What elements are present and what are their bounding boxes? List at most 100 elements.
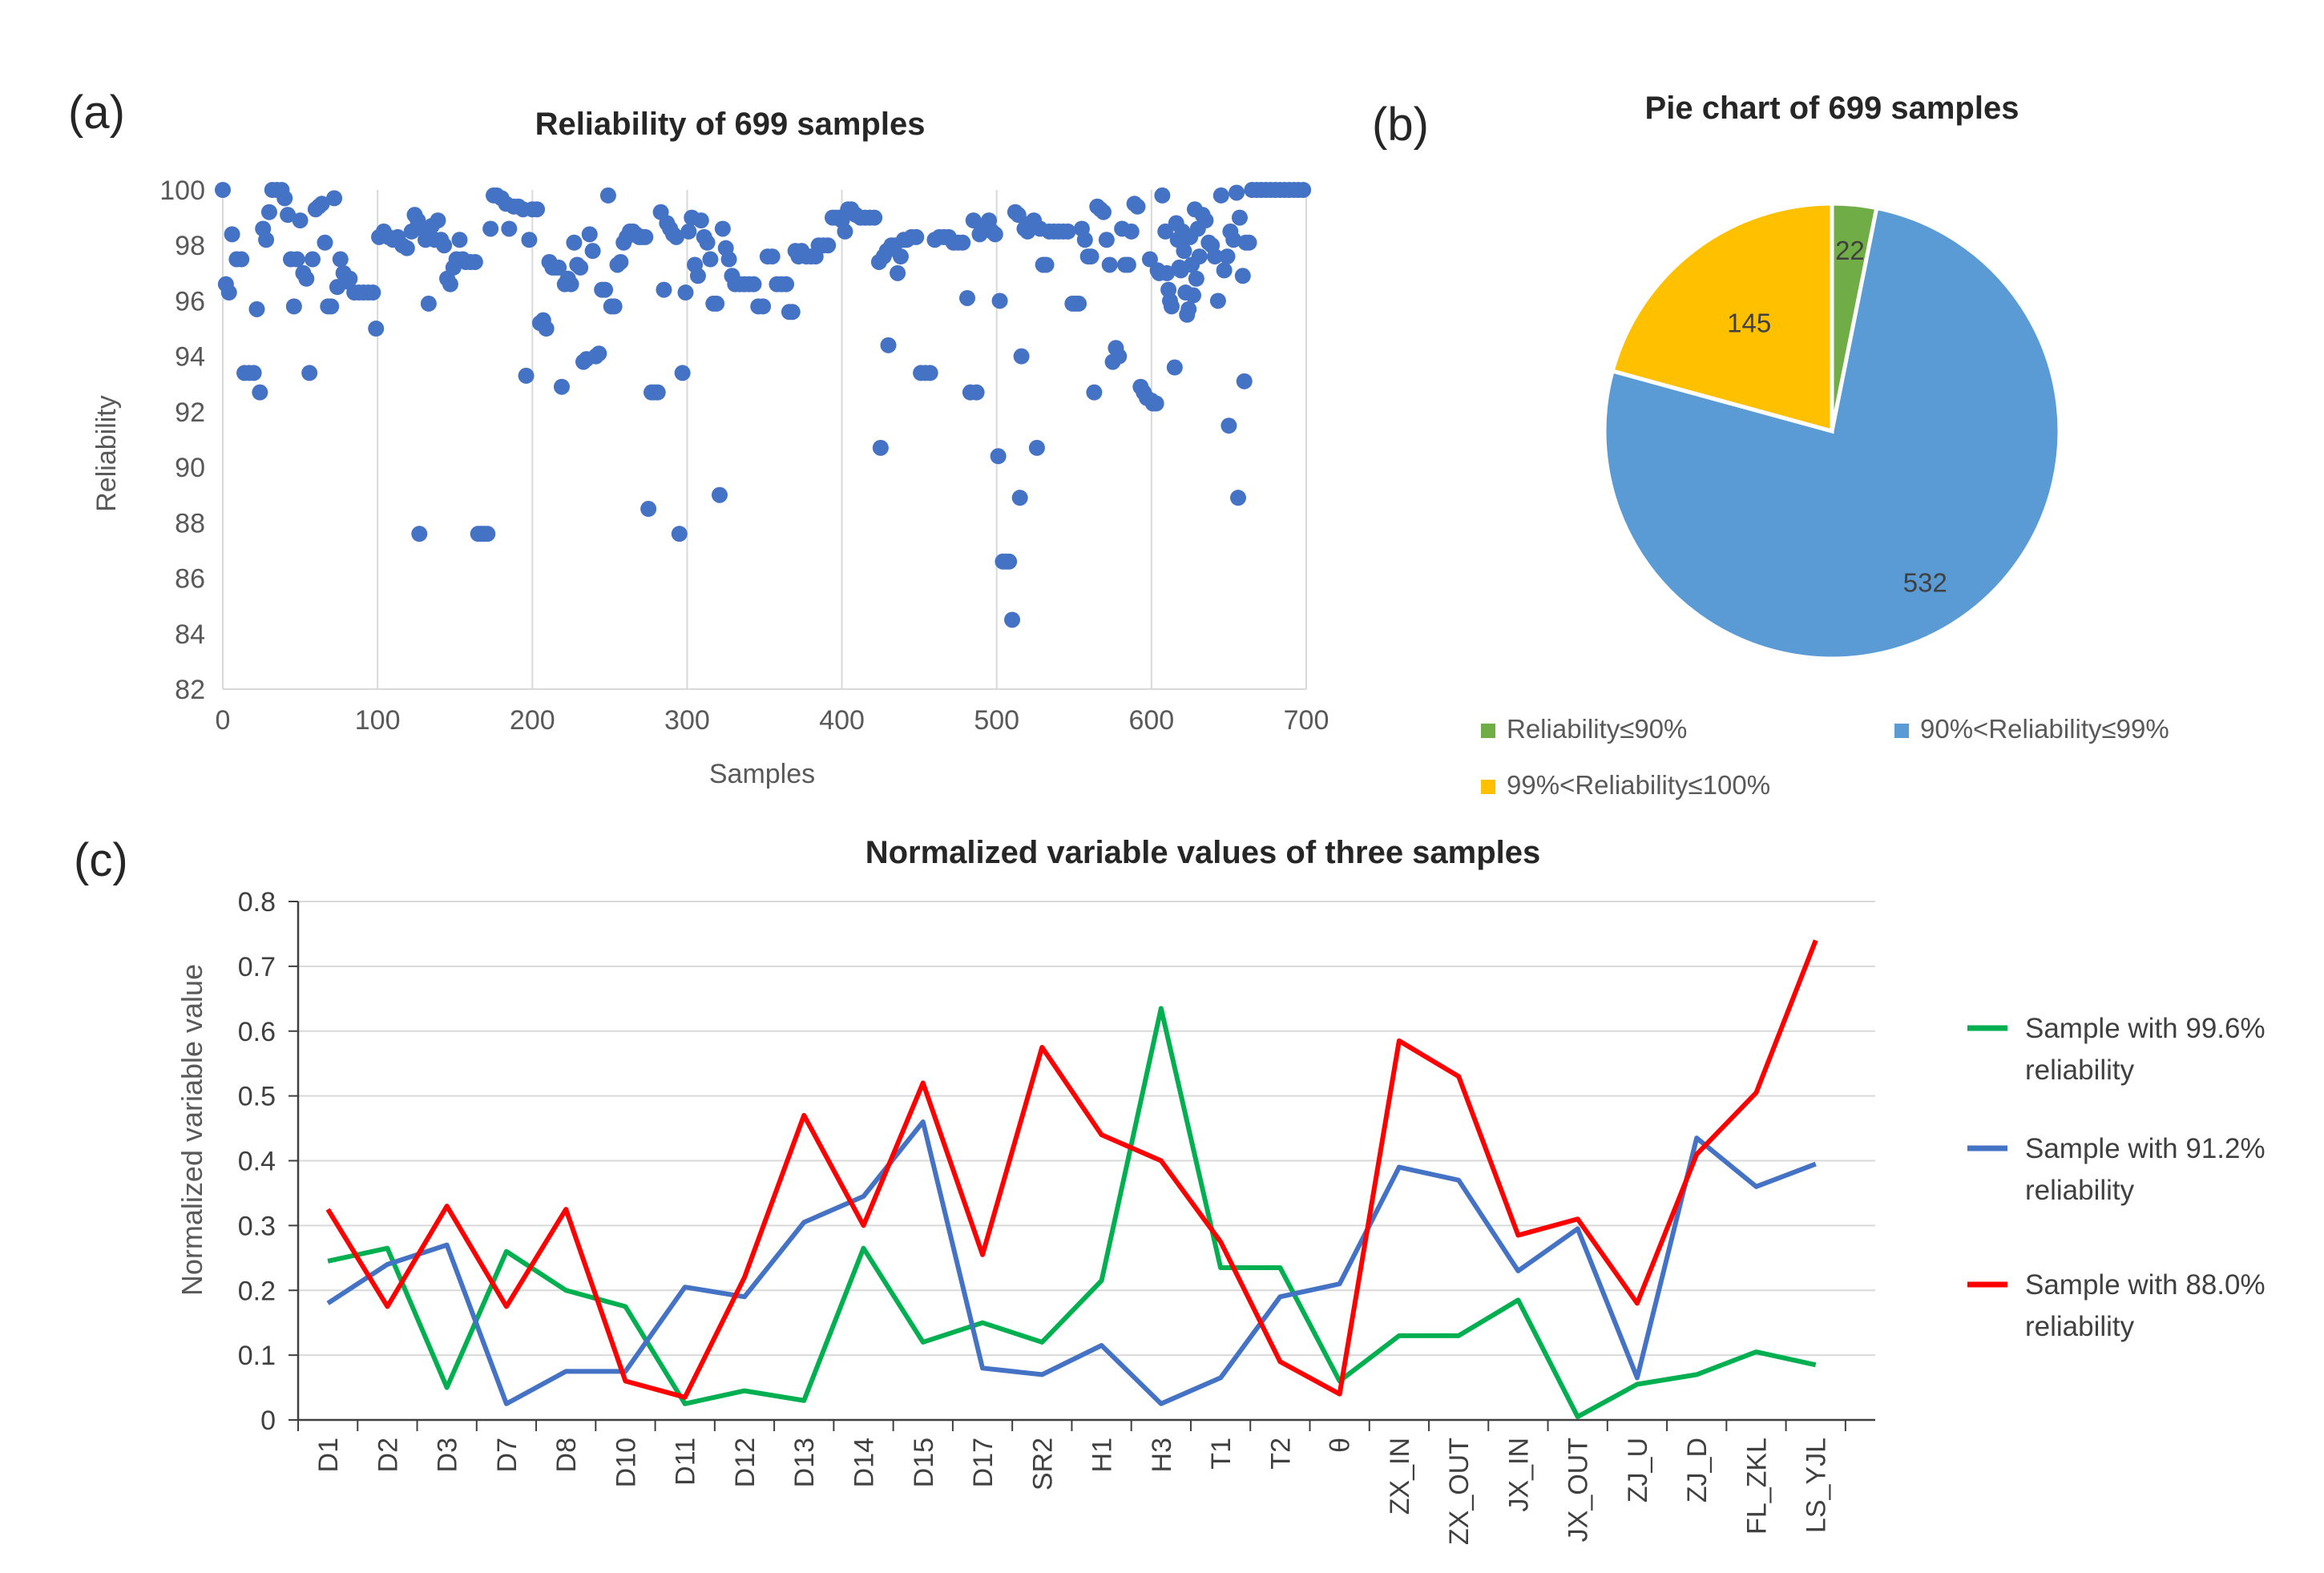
scatter-y-tick-label: 94 xyxy=(175,342,205,373)
scatter-point xyxy=(248,300,265,317)
scatter-point xyxy=(1188,270,1204,287)
scatter-y-tick-label: 84 xyxy=(175,619,205,650)
scatter-point xyxy=(317,234,333,251)
scatter-point xyxy=(1086,384,1103,401)
scatter-point xyxy=(784,304,801,321)
scatter-point xyxy=(680,223,697,240)
scatter-point xyxy=(482,220,499,237)
line-y-tick-label: 0.2 xyxy=(238,1276,276,1306)
scatter-point xyxy=(892,248,909,265)
scatter-y-axis-label: Reliability xyxy=(91,395,122,512)
line-y-tick-label: 0.5 xyxy=(238,1082,276,1112)
scatter-point xyxy=(466,253,483,270)
scatter-x-tick-label: 500 xyxy=(974,705,1019,736)
scatter-x-tick-label: 0 xyxy=(216,705,231,736)
line-y-tick-label: 0 xyxy=(260,1406,276,1436)
scatter-point xyxy=(720,251,737,268)
scatter-point xyxy=(301,365,318,381)
pie-data-label: 532 xyxy=(1903,568,1947,598)
scatter-point xyxy=(285,298,302,315)
scatter-point xyxy=(245,365,262,381)
scatter-point xyxy=(692,212,709,229)
scatter-point xyxy=(365,284,381,301)
line-x-tick-label: LS_YJL xyxy=(1802,1438,1832,1533)
scatter-point xyxy=(708,295,725,312)
scatter-point xyxy=(778,276,795,292)
pie-legend-swatch xyxy=(1481,780,1495,794)
scatter-point xyxy=(637,228,654,245)
scatter-y-tick-label: 100 xyxy=(159,175,205,206)
scatter-point xyxy=(745,276,762,292)
pie-slice xyxy=(1610,201,1834,434)
scatter-point xyxy=(668,228,684,245)
panel-c: (c) Normalized variable values of three … xyxy=(74,834,2265,1545)
scatter-point xyxy=(959,289,976,306)
scatter-point xyxy=(872,439,889,456)
line-y-tick-label: 0.6 xyxy=(238,1017,276,1047)
panel-a: (a) Reliability of 699 samples 82 84 86 88 9… xyxy=(68,87,1329,789)
scatter-point xyxy=(1120,256,1136,273)
scatter-point xyxy=(702,251,719,268)
scatter-point xyxy=(1241,234,1257,251)
line-x-tick-label: ZJ_D xyxy=(1682,1438,1713,1502)
scatter-point xyxy=(1191,248,1208,265)
pie-slices xyxy=(1602,201,2062,661)
line-series-0 xyxy=(327,1006,1817,1419)
scatter-point xyxy=(1230,490,1247,506)
scatter-y-tick-label: 86 xyxy=(175,564,205,595)
scatter-point xyxy=(689,268,706,284)
scatter-point xyxy=(521,232,538,248)
line-series xyxy=(325,939,1818,1419)
scatter-point xyxy=(220,284,237,301)
scatter-points xyxy=(215,182,1312,628)
line-x-tick-label: D11 xyxy=(671,1438,701,1486)
scatter-x-tick-label: 400 xyxy=(819,705,865,736)
line-y-axis-label: Normalized variable value xyxy=(176,964,208,1296)
scatter-point xyxy=(479,526,496,542)
line-x-tick-label: θ xyxy=(1325,1438,1356,1453)
scatter-x-tick-labels: 0 100 200 300 400 500 600 700 xyxy=(216,705,1329,736)
scatter-point xyxy=(714,220,731,237)
scatter-point xyxy=(501,220,518,237)
scatter-point xyxy=(298,270,315,287)
scatter-point xyxy=(1004,611,1021,628)
pie-data-labels: 22 532 145 xyxy=(1727,236,1947,598)
scatter-point xyxy=(1148,395,1164,412)
line-x-tick-label: D8 xyxy=(551,1438,582,1472)
scatter-point xyxy=(1216,262,1233,279)
pie-legend-label: 90%<Reliability≤99% xyxy=(1920,714,2169,744)
line-legend-label: Sample with 99.6% xyxy=(2025,1013,2265,1044)
scatter-point xyxy=(991,292,1008,309)
scatter-point xyxy=(866,209,883,226)
scatter-x-tick-label: 700 xyxy=(1284,705,1329,736)
scatter-point xyxy=(711,486,728,503)
line-x-tick-label: ZX_IN xyxy=(1385,1438,1415,1515)
scatter-point xyxy=(1083,248,1099,265)
pie-legend-swatch xyxy=(1894,724,1909,738)
scatter-point xyxy=(1225,232,1242,248)
scatter-point xyxy=(880,337,897,353)
scatter-point xyxy=(1098,232,1115,248)
scatter-point xyxy=(968,384,985,401)
line-x-tick-label: JX_OUT xyxy=(1563,1438,1594,1542)
line-x-tick-label: D15 xyxy=(909,1438,939,1487)
scatter-y-tick-label: 82 xyxy=(175,675,205,705)
scatter-point xyxy=(436,237,453,254)
scatter-point xyxy=(1038,256,1055,273)
scatter-point xyxy=(1197,212,1214,229)
scatter-point xyxy=(612,253,629,270)
scatter-point xyxy=(305,251,321,268)
scatter-point xyxy=(581,226,598,243)
scatter-point xyxy=(1159,264,1176,281)
scatter-point xyxy=(260,204,277,220)
scatter-point xyxy=(411,526,428,542)
scatter-point xyxy=(252,384,268,401)
scatter-point xyxy=(922,365,938,381)
pie-title: Pie chart of 699 samples xyxy=(1645,91,2019,126)
panel-b-letter: (b) xyxy=(1372,99,1429,151)
scatter-point xyxy=(890,264,906,281)
line-y-tick-label: 0.1 xyxy=(238,1341,276,1371)
scatter-point xyxy=(420,295,437,312)
scatter-point xyxy=(908,228,925,245)
line-legend-label: reliability xyxy=(2025,1175,2135,1206)
